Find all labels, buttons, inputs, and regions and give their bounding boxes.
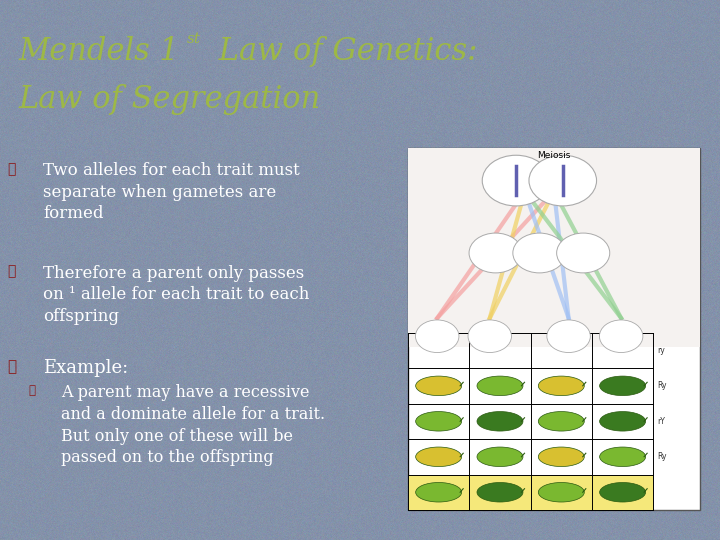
Text: ⦾: ⦾ (7, 265, 16, 279)
Circle shape (482, 155, 550, 206)
Text: r: r (498, 487, 503, 497)
Ellipse shape (600, 376, 646, 396)
Circle shape (557, 233, 610, 273)
Text: ⦾: ⦾ (7, 359, 17, 374)
Text: A parent may have a recessive
and a dominate allele for a trait.
But only one of: A parent may have a recessive and a domi… (61, 384, 325, 466)
Text: ry: ry (657, 346, 665, 355)
Text: Two alleles for each trait must
separate when gametes are
formed: Two alleles for each trait must separate… (43, 162, 300, 222)
Ellipse shape (539, 376, 585, 396)
Circle shape (529, 155, 597, 206)
Circle shape (513, 233, 566, 273)
Text: ⦾: ⦾ (29, 384, 36, 397)
Ellipse shape (415, 411, 462, 431)
Text: Ry: Ry (657, 381, 667, 390)
Text: Ry: Ry (657, 453, 667, 461)
Ellipse shape (539, 483, 585, 502)
Ellipse shape (600, 447, 646, 467)
Text: Therefore a parent only passes
on ¹ allele for each trait to each
offspring: Therefore a parent only passes on ¹ alle… (43, 265, 310, 325)
Ellipse shape (415, 447, 462, 467)
Ellipse shape (600, 483, 646, 502)
Ellipse shape (600, 411, 646, 431)
Text: ⦾: ⦾ (7, 162, 16, 176)
Text: Example:: Example: (43, 359, 128, 377)
Text: y: y (619, 487, 626, 497)
Circle shape (469, 233, 522, 273)
Text: Law of Genetics:: Law of Genetics: (209, 36, 477, 67)
Ellipse shape (539, 447, 585, 467)
Text: Meiosis: Meiosis (537, 151, 571, 160)
Text: Y: Y (558, 487, 564, 497)
Text: Law of Segregation: Law of Segregation (18, 84, 320, 116)
Circle shape (547, 320, 590, 353)
Ellipse shape (477, 483, 523, 502)
Ellipse shape (539, 411, 585, 431)
Circle shape (600, 320, 643, 353)
Circle shape (468, 320, 511, 353)
Ellipse shape (477, 447, 523, 467)
Text: R: R (435, 487, 442, 497)
Text: rY: rY (657, 417, 665, 426)
Ellipse shape (477, 411, 523, 431)
Ellipse shape (415, 376, 462, 396)
Bar (408, 148, 700, 510)
Bar (408, 475, 653, 510)
Circle shape (415, 320, 459, 353)
Text: Mendels 1: Mendels 1 (18, 36, 179, 67)
Text: st: st (186, 32, 200, 46)
Ellipse shape (477, 376, 523, 396)
Ellipse shape (415, 483, 462, 502)
Bar (408, 148, 700, 347)
